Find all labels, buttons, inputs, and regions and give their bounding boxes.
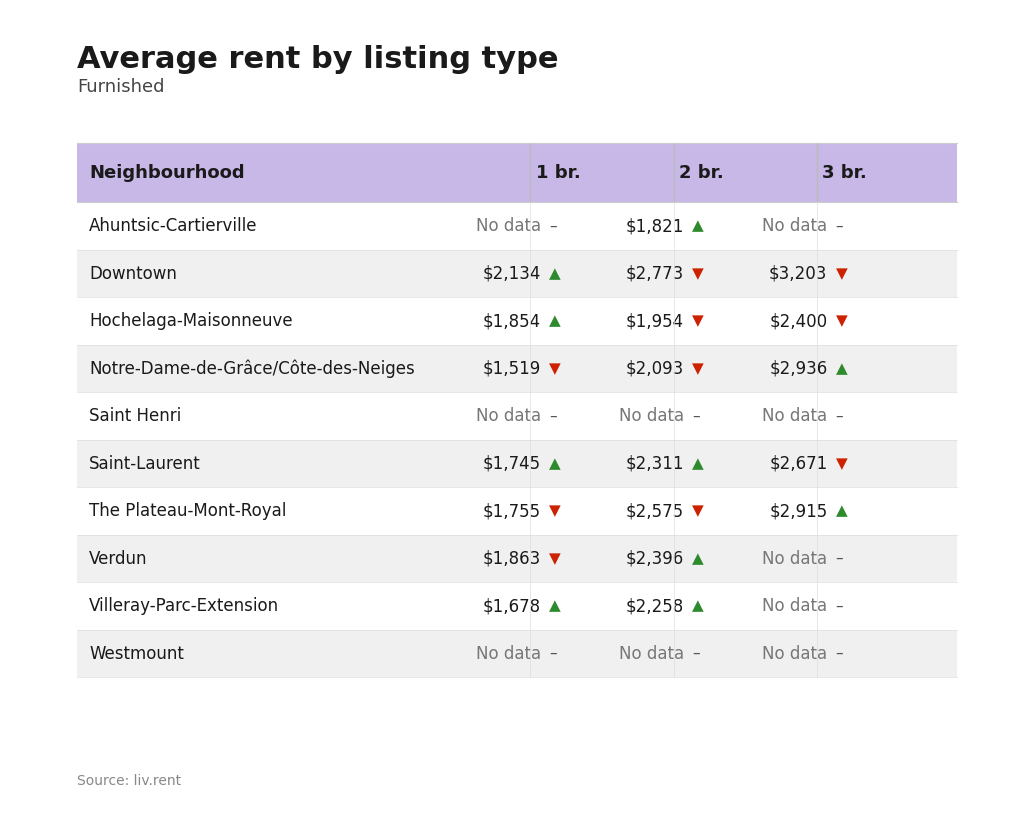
Text: $2,400: $2,400 bbox=[769, 312, 827, 330]
Text: –: – bbox=[836, 551, 843, 566]
Text: ▼: ▼ bbox=[836, 456, 847, 471]
Text: $2,915: $2,915 bbox=[769, 502, 827, 520]
Text: ▼: ▼ bbox=[549, 551, 560, 566]
Text: –: – bbox=[692, 409, 699, 423]
Text: $1,678: $1,678 bbox=[482, 597, 541, 615]
Text: $2,936: $2,936 bbox=[769, 360, 827, 378]
Text: Saint Henri: Saint Henri bbox=[89, 407, 181, 425]
Text: 2 br.: 2 br. bbox=[679, 164, 724, 182]
Text: $1,821: $1,821 bbox=[626, 217, 684, 235]
Text: ▼: ▼ bbox=[692, 314, 703, 328]
Text: ▼: ▼ bbox=[836, 266, 847, 281]
Text: $1,519: $1,519 bbox=[482, 360, 541, 378]
Text: Saint-Laurent: Saint-Laurent bbox=[89, 455, 201, 473]
Text: $1,954: $1,954 bbox=[626, 312, 684, 330]
Text: ▲: ▲ bbox=[692, 599, 703, 613]
Text: ▲: ▲ bbox=[549, 314, 560, 328]
Text: ▲: ▲ bbox=[549, 456, 560, 471]
Text: ▼: ▼ bbox=[692, 266, 703, 281]
Text: No data: No data bbox=[475, 645, 541, 663]
Text: No data: No data bbox=[762, 407, 827, 425]
Text: ▼: ▼ bbox=[836, 314, 847, 328]
Text: Villeray-Parc-Extension: Villeray-Parc-Extension bbox=[89, 597, 280, 615]
Text: No data: No data bbox=[762, 550, 827, 568]
Text: Downtown: Downtown bbox=[89, 265, 177, 283]
Text: ▼: ▼ bbox=[692, 504, 703, 518]
Text: ▲: ▲ bbox=[549, 266, 560, 281]
Text: $2,773: $2,773 bbox=[626, 265, 684, 283]
Text: No data: No data bbox=[762, 645, 827, 663]
Text: Hochelaga-Maisonneuve: Hochelaga-Maisonneuve bbox=[89, 312, 293, 330]
Text: –: – bbox=[836, 646, 843, 661]
Text: 3 br.: 3 br. bbox=[822, 164, 867, 182]
Text: $1,854: $1,854 bbox=[482, 312, 541, 330]
Text: –: – bbox=[836, 219, 843, 233]
Text: No data: No data bbox=[618, 407, 684, 425]
Text: –: – bbox=[692, 646, 699, 661]
Text: ▲: ▲ bbox=[692, 551, 703, 566]
Text: $1,863: $1,863 bbox=[482, 550, 541, 568]
Text: $2,396: $2,396 bbox=[626, 550, 684, 568]
Text: Notre-Dame-de-Grâce/Côte-des-Neiges: Notre-Dame-de-Grâce/Côte-des-Neiges bbox=[89, 360, 415, 378]
Text: ▲: ▲ bbox=[836, 504, 847, 518]
Text: $2,258: $2,258 bbox=[626, 597, 684, 615]
Text: ▲: ▲ bbox=[692, 456, 703, 471]
Text: ▲: ▲ bbox=[836, 361, 847, 376]
Text: Average rent by listing type: Average rent by listing type bbox=[77, 45, 558, 74]
Text: ▼: ▼ bbox=[549, 504, 560, 518]
Text: The Plateau-Mont-Royal: The Plateau-Mont-Royal bbox=[89, 502, 287, 520]
Text: ▼: ▼ bbox=[692, 361, 703, 376]
Text: Neighbourhood: Neighbourhood bbox=[89, 164, 245, 182]
Text: ▼: ▼ bbox=[549, 361, 560, 376]
Text: $2,093: $2,093 bbox=[626, 360, 684, 378]
Text: No data: No data bbox=[618, 645, 684, 663]
Text: Westmount: Westmount bbox=[89, 645, 184, 663]
Text: ▲: ▲ bbox=[692, 219, 703, 233]
Text: No data: No data bbox=[475, 217, 541, 235]
Text: 1 br.: 1 br. bbox=[536, 164, 581, 182]
Text: Source: liv.rent: Source: liv.rent bbox=[77, 774, 181, 788]
Text: –: – bbox=[836, 409, 843, 423]
Text: $2,671: $2,671 bbox=[769, 455, 827, 473]
Text: –: – bbox=[836, 599, 843, 613]
Text: No data: No data bbox=[475, 407, 541, 425]
Text: $2,575: $2,575 bbox=[626, 502, 684, 520]
Text: Verdun: Verdun bbox=[89, 550, 147, 568]
Text: –: – bbox=[549, 409, 556, 423]
Text: No data: No data bbox=[762, 217, 827, 235]
Text: $1,745: $1,745 bbox=[482, 455, 541, 473]
Text: $3,203: $3,203 bbox=[769, 265, 827, 283]
Text: Furnished: Furnished bbox=[77, 78, 164, 96]
Text: –: – bbox=[549, 219, 556, 233]
Text: ▲: ▲ bbox=[549, 599, 560, 613]
Text: Ahuntsic-Cartierville: Ahuntsic-Cartierville bbox=[89, 217, 258, 235]
Text: $2,134: $2,134 bbox=[482, 265, 541, 283]
Text: $1,755: $1,755 bbox=[482, 502, 541, 520]
Text: $2,311: $2,311 bbox=[626, 455, 684, 473]
Text: No data: No data bbox=[762, 597, 827, 615]
Text: –: – bbox=[549, 646, 556, 661]
